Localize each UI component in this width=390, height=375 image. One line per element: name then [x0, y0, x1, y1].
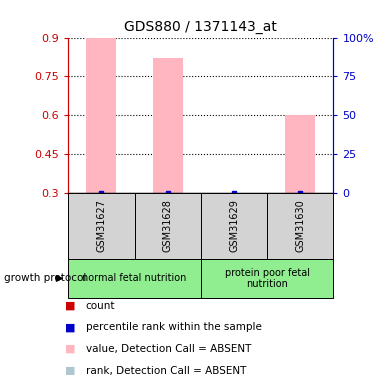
Text: normal fetal nutrition: normal fetal nutrition: [82, 273, 187, 284]
Bar: [87, 38, 116, 193]
Text: count: count: [86, 301, 115, 310]
Bar: [68, 193, 135, 259]
Text: value, Detection Call = ABSENT: value, Detection Call = ABSENT: [86, 344, 251, 354]
Bar: [201, 193, 267, 259]
Text: GSM31627: GSM31627: [96, 200, 106, 252]
Text: GSM31630: GSM31630: [295, 200, 305, 252]
Text: rank, Detection Call = ABSENT: rank, Detection Call = ABSENT: [86, 366, 246, 375]
Bar: [68, 259, 201, 298]
Text: GSM31628: GSM31628: [163, 200, 173, 252]
Text: percentile rank within the sample: percentile rank within the sample: [86, 322, 262, 332]
Text: ■: ■: [65, 344, 75, 354]
Title: GDS880 / 1371143_at: GDS880 / 1371143_at: [124, 20, 277, 34]
Text: protein poor fetal
nutrition: protein poor fetal nutrition: [225, 268, 310, 289]
Bar: [267, 193, 333, 259]
Text: ■: ■: [65, 322, 75, 332]
Bar: [153, 58, 183, 193]
Text: growth protocol: growth protocol: [4, 273, 86, 284]
Bar: [285, 116, 315, 193]
Bar: [135, 193, 201, 259]
Text: GSM31629: GSM31629: [229, 200, 239, 252]
Text: ■: ■: [65, 301, 75, 310]
Bar: [201, 259, 333, 298]
Text: ■: ■: [65, 366, 75, 375]
